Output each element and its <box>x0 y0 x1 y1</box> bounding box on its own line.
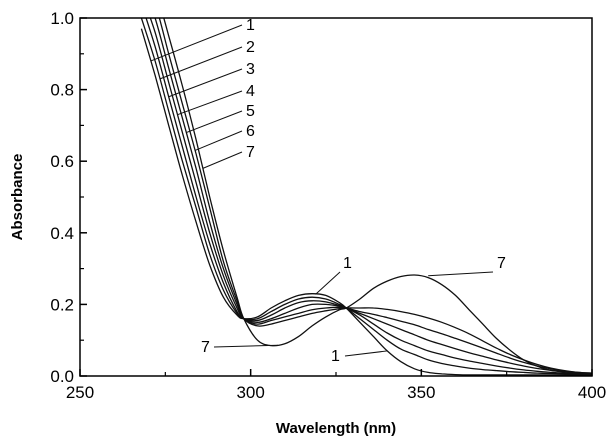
label-leader <box>194 130 243 151</box>
label-leader <box>213 344 278 348</box>
curve-3 <box>145 18 592 375</box>
x-tick-label: 250 <box>66 383 94 402</box>
y-tick-label: 0.0 <box>50 367 74 386</box>
curve-label-6: 6 <box>246 123 255 140</box>
curve-4 <box>149 18 592 375</box>
curve-label-7: 7 <box>201 339 210 356</box>
curve-label-5: 5 <box>246 103 255 120</box>
plot-frame <box>79 17 593 377</box>
curve-label-3: 3 <box>246 61 255 78</box>
curve-group <box>140 18 592 376</box>
x-axis-title: Wavelength (nm) <box>276 420 396 437</box>
curve-5 <box>154 18 592 374</box>
label-leader <box>202 151 243 169</box>
x-tick-label: 300 <box>236 383 264 402</box>
curve-1 <box>140 28 592 376</box>
curve-label-1: 1 <box>331 348 340 365</box>
label-leader <box>177 90 243 116</box>
curve-label-4: 4 <box>246 83 255 100</box>
label-leader <box>159 46 243 80</box>
curve-label-1: 1 <box>246 17 255 34</box>
label-leader <box>150 24 243 62</box>
y-tick-label: 0.2 <box>50 295 74 314</box>
x-tick-label: 350 <box>407 383 435 402</box>
y-tick-label: 0.6 <box>50 152 74 171</box>
y-tick-label: 0.8 <box>50 81 74 100</box>
curve-2 <box>140 18 592 376</box>
label-leader <box>344 350 388 357</box>
curve-label-2: 2 <box>246 39 255 56</box>
label-leader <box>428 271 494 277</box>
y-tick-label: 1.0 <box>50 9 74 28</box>
axis-ticks: 250 300 350 400 0.0 0.2 0.4 0.6 0.8 1.0 <box>50 9 606 402</box>
curve-7 <box>163 18 592 375</box>
y-axis-title: Absorbance <box>9 154 26 241</box>
label-leader <box>168 68 243 98</box>
label-leader <box>315 271 341 295</box>
label-leader <box>186 110 243 134</box>
curve-label-7: 7 <box>246 144 255 161</box>
curve-label-7: 7 <box>497 255 506 272</box>
curve-labels: 1 2 3 4 5 6 7 1 7 7 1 <box>201 17 506 365</box>
leader-lines <box>150 24 494 357</box>
curve-6 <box>158 18 592 374</box>
x-tick-label: 400 <box>578 383 606 402</box>
curve-label-1: 1 <box>343 255 352 272</box>
y-tick-label: 0.4 <box>50 224 74 243</box>
